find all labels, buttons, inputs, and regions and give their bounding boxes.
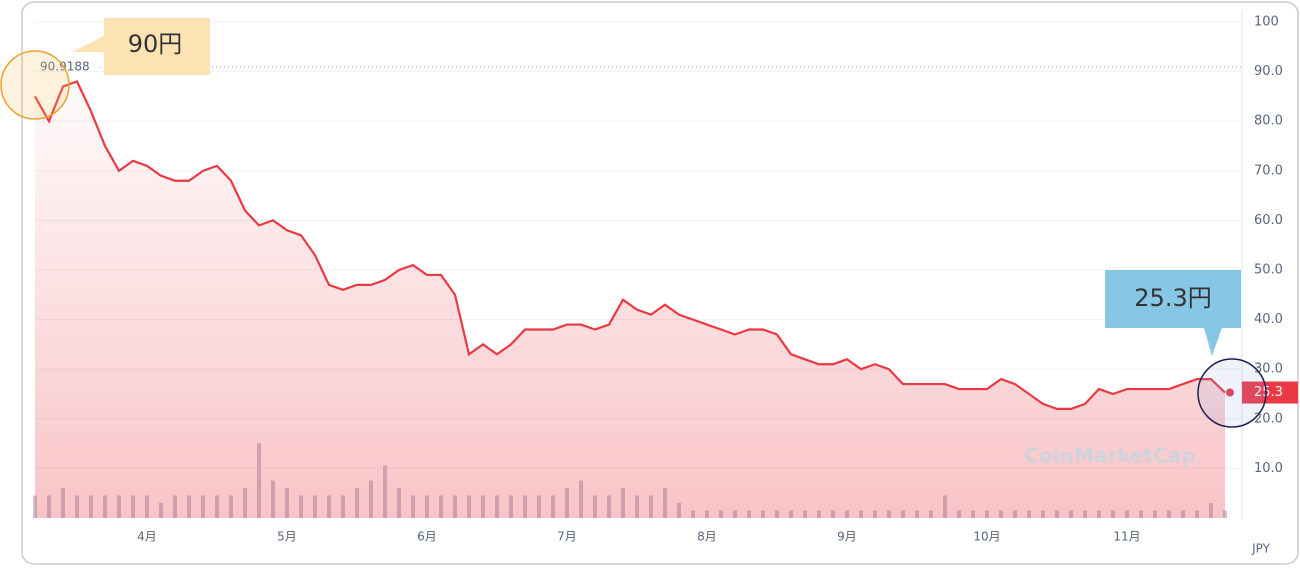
price-tag-label: 25.3 [1254, 385, 1283, 400]
watermark: CoinMarketCap [1024, 444, 1195, 468]
x-tick-label: 4月 [137, 530, 157, 544]
callout-box [72, 18, 210, 75]
x-tick-label: 6月 [417, 530, 437, 544]
y-tick-label: 100 [1254, 15, 1279, 30]
y-tick-label: 60.0 [1254, 213, 1283, 228]
callout-box [1105, 270, 1241, 356]
y-tick-label: 80.0 [1254, 114, 1283, 129]
high-label: 90.9188 [40, 60, 90, 74]
y-tick-label: 20.0 [1254, 411, 1283, 426]
y-tick-label: 40.0 [1254, 312, 1283, 327]
highlight-circle [1197, 358, 1267, 428]
callout-text: 25.3円 [1134, 284, 1211, 312]
x-tick-label: 9月 [837, 530, 857, 544]
highlight-circle [0, 50, 70, 120]
current-dot [1226, 388, 1234, 397]
y-tick-label: 10.0 [1254, 461, 1283, 476]
y-tick-label: 50.0 [1254, 263, 1283, 278]
currency-label: JPY [1251, 542, 1271, 556]
x-tick-label: 5月 [277, 530, 297, 544]
x-tick-label: 10月 [973, 530, 1000, 544]
callout-text: 90円 [128, 30, 183, 58]
price-area [35, 81, 1225, 519]
y-tick-label: 90.0 [1254, 64, 1283, 79]
x-tick-label: 7月 [557, 530, 577, 544]
x-tick-label: 8月 [697, 530, 717, 544]
price-tag [1242, 381, 1298, 404]
price-line [34, 80, 1226, 410]
y-tick-label: 70.0 [1254, 163, 1283, 178]
y-tick-label: 30.0 [1254, 362, 1283, 377]
x-tick-label: 11月 [1113, 530, 1140, 544]
